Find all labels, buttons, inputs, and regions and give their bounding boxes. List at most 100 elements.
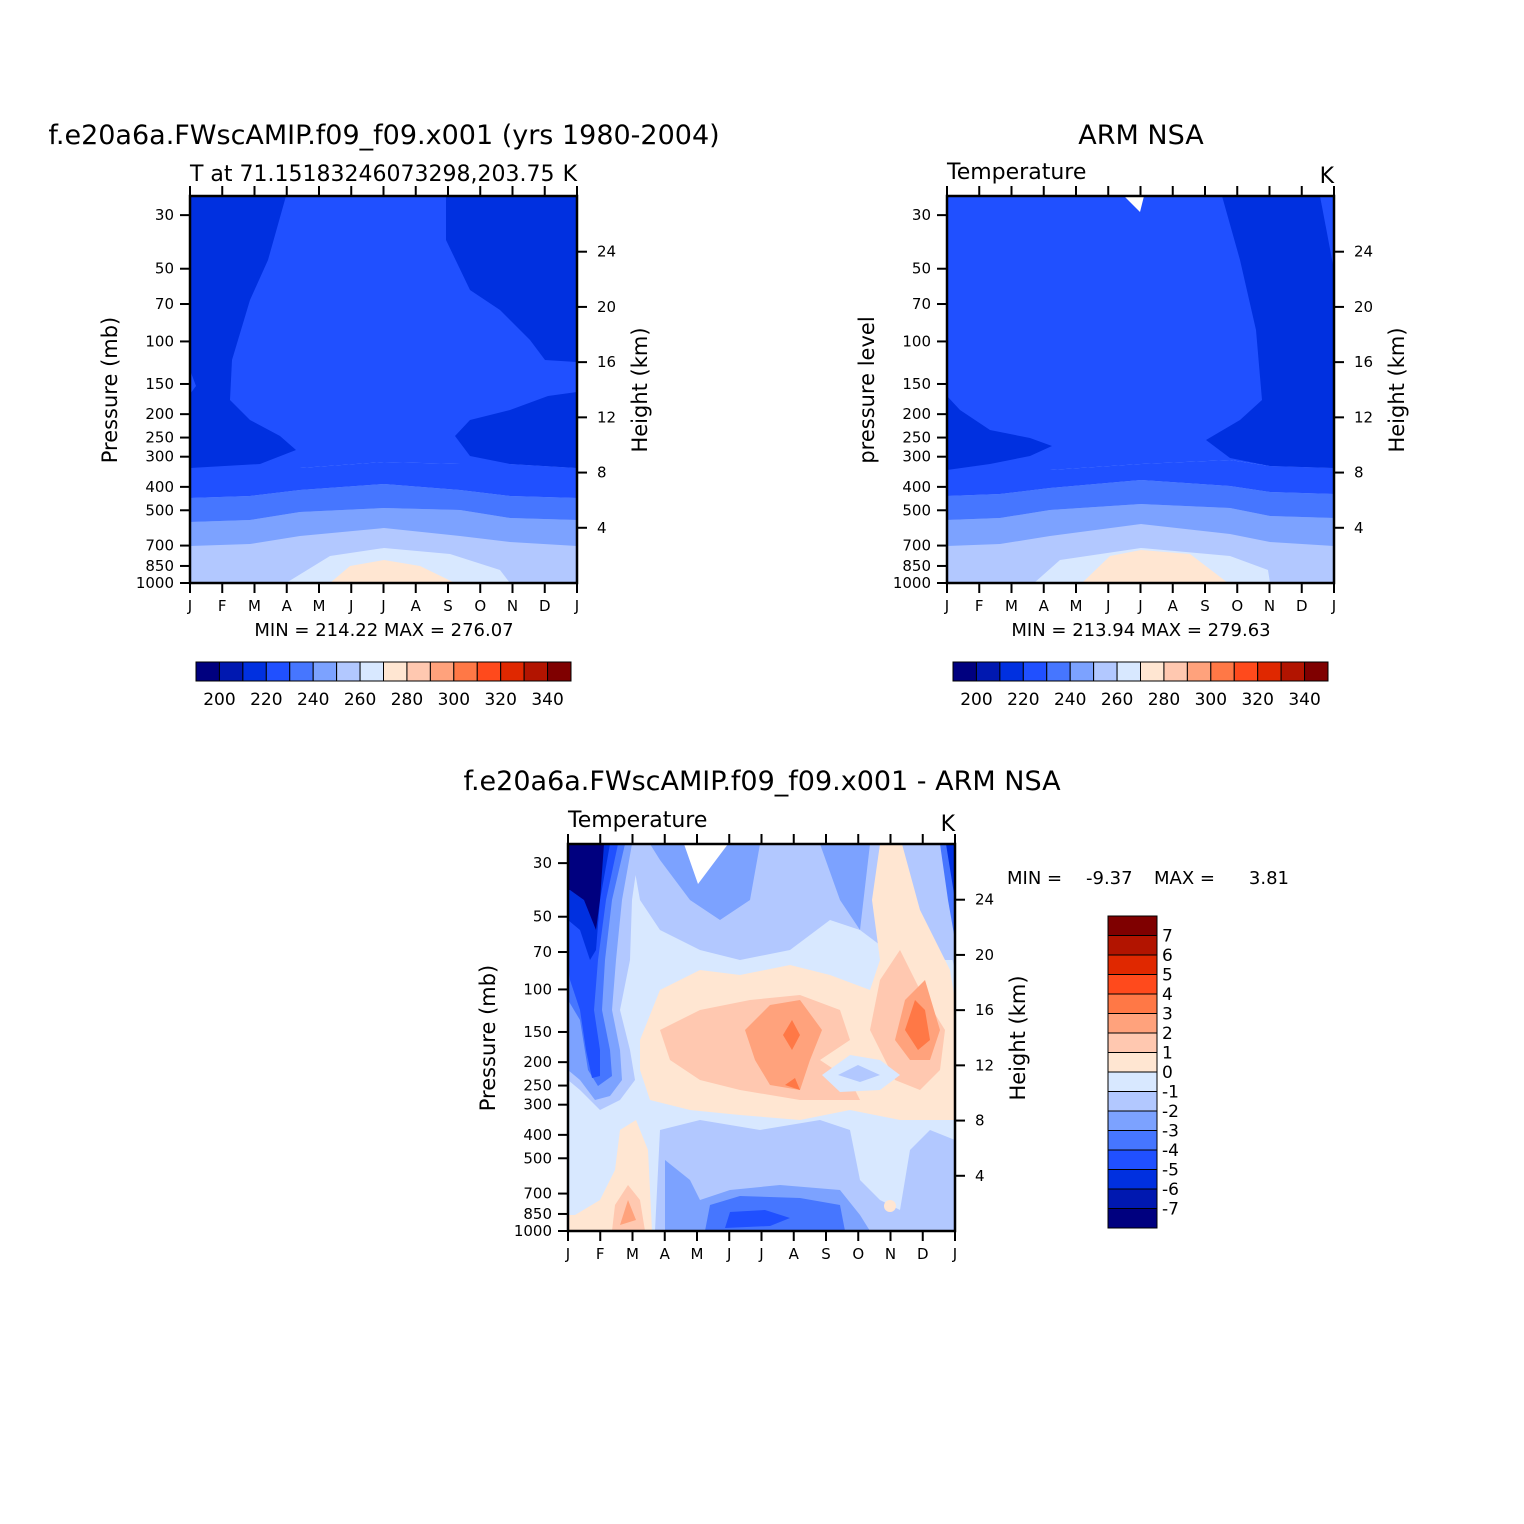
model-height-tick-label: 24 [597,243,616,261]
colorbar-box [359,661,384,682]
obs-height-tick-label: 24 [1354,243,1373,261]
colorbar-label: -3 [1162,1122,1179,1142]
diff-height-tick-label: 20 [975,946,994,964]
obs-xtick-label: J [1105,597,1110,615]
obs-xtick-label: N [1264,597,1275,615]
diff-height-tick-label: 8 [975,1112,985,1130]
model-xtick-label: J [348,597,353,615]
colorbar-box [1107,1169,1158,1190]
colorbar-label: 1 [1162,1044,1173,1064]
colorbar-box [952,661,977,682]
obs-ytick-label: 700 [902,537,931,555]
colorbar-box [1107,1013,1158,1034]
obs-xtick-label: M [1005,597,1018,615]
colorbar-box [1107,1149,1158,1170]
model-panel: f.e20a6a.FWscAMIP.f09_f09.x001 (yrs 1980… [48,120,719,710]
obs-xtick-label: A [1168,597,1179,615]
diff-ylabel: Pressure (mb) [476,965,500,1112]
colorbar-label: 260 [1101,690,1133,710]
obs-ytick-label: 850 [902,557,931,575]
colorbar-label: -1 [1162,1083,1179,1103]
model-xtick-label: M [248,597,261,615]
diff-xtick-label: M [626,1245,639,1263]
model-xtick-label: F [218,597,227,615]
colorbar-box [1210,661,1235,682]
obs-ylabel-right: Height (km) [1385,327,1409,452]
model-ytick-label: 100 [145,332,174,350]
diff-ytick-label: 400 [523,1126,552,1144]
colorbar-box [1107,954,1158,975]
obs-height-tick-label: 20 [1354,298,1373,316]
obs-ytick-label: 200 [902,405,931,423]
obs-height-tick-label: 4 [1354,519,1364,537]
model-ytick-label: 1000 [136,574,174,592]
colorbar-label: -2 [1162,1102,1179,1122]
colorbar-box [476,661,502,682]
obs-units: K [1320,164,1335,189]
colorbar-label: -7 [1162,1200,1179,1220]
diff-xtick-label: A [789,1245,800,1263]
model-xtick-label: S [443,597,453,615]
model-ytick-label: 50 [155,260,174,278]
colorbar-box [1107,974,1158,995]
diff-ytick-label: 700 [523,1185,552,1203]
obs-xtick-label: S [1200,597,1210,615]
obs-ytick-label: 100 [902,332,931,350]
model-height-tick-label: 20 [597,298,616,316]
diff-xtick-label: J [952,1245,957,1263]
colorbar-box [429,661,455,682]
colorbar-box [1107,915,1158,936]
model-xtick-label: D [539,597,551,615]
diff-contour-field [568,844,955,1231]
colorbar-box [1107,1052,1158,1073]
colorbar-label: 0 [1162,1063,1173,1083]
obs-xtick-label: D [1296,597,1308,615]
colorbar-box [242,661,267,682]
obs-contour-field [947,196,1334,583]
model-units: K [563,162,578,187]
model-colorbar: 200 220 240 260 280 300 320 340 [195,661,572,710]
colorbar-box [195,661,220,682]
diff-height-tick-label: 16 [975,1001,994,1019]
diff-ytick-label: 150 [523,1023,552,1041]
model-height-tick-label: 16 [597,353,616,371]
colorbar-box [1107,935,1158,956]
colorbar-box [1186,661,1212,682]
colorbar-label: 4 [1162,985,1173,1005]
colorbar-box [1107,1208,1158,1229]
diff-ytick-label: 250 [523,1077,552,1095]
colorbar-box [999,661,1024,682]
obs-ytick-label: 1000 [893,574,931,592]
obs-title: ARM NSA [1078,120,1204,151]
diff-ytick-label: 50 [533,908,552,926]
obs-height-tick-label: 12 [1354,408,1373,426]
diff-xtick-label: A [660,1245,671,1263]
diff-ytick-label: 500 [523,1149,552,1167]
diff-height-tick-label: 12 [975,1056,994,1074]
model-height-tick-label: 12 [597,408,616,426]
diff-panel: f.e20a6a.FWscAMIP.f09_f09.x001 - ARM NSA… [463,766,1289,1263]
colorbar-box [1107,993,1158,1014]
model-xtick-label: N [507,597,518,615]
diff-title: f.e20a6a.FWscAMIP.f09_f09.x001 - ARM NSA [463,766,1061,797]
obs-minmax: MIN = 213.94 MAX = 279.63 [1011,620,1270,641]
diff-xtick-label: D [917,1245,929,1263]
diff-xtick-label: N [885,1245,896,1263]
colorbar-label: 3 [1162,1005,1173,1025]
model-ytick-label: 70 [155,295,174,313]
colorbar-label: 280 [1148,690,1180,710]
colorbar-box [453,661,478,682]
diff-ytick-label: 300 [523,1096,552,1114]
obs-subtitle: Temperature [946,160,1086,185]
colorbar-box [265,661,291,682]
colorbar-box [1107,1091,1158,1112]
model-xtick-label: M [313,597,326,615]
obs-ytick-label: 500 [902,501,931,519]
obs-xtick-label: A [1039,597,1050,615]
obs-height-tick-label: 16 [1354,353,1373,371]
colorbar-label: 300 [438,690,470,710]
